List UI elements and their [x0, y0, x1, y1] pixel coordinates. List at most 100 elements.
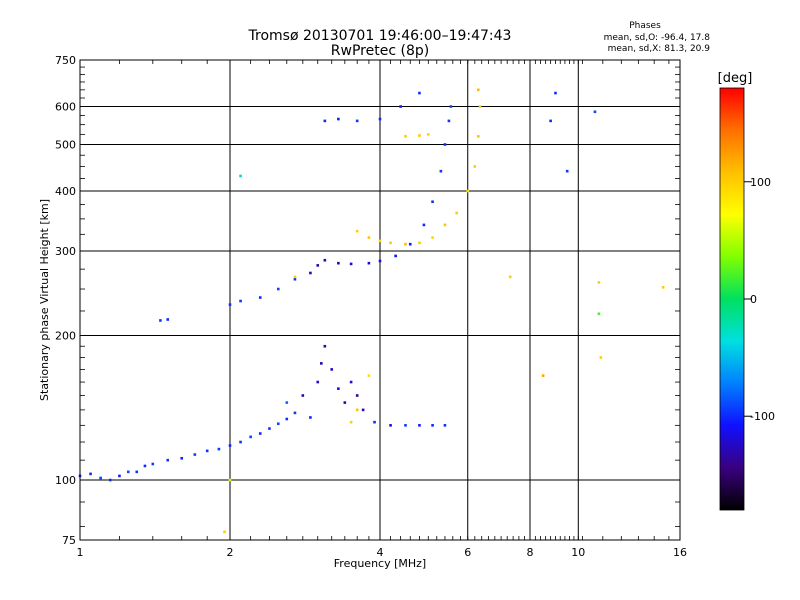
x-tick-label: 6: [464, 546, 471, 559]
data-point: [276, 287, 280, 291]
data-point: [118, 474, 121, 478]
data-point: [159, 319, 162, 322]
data-point: [443, 143, 447, 146]
data-point: [389, 241, 392, 245]
colorbar-tick-label: 100: [750, 176, 771, 189]
data-point: [378, 239, 382, 243]
data-point: [549, 119, 552, 123]
data-point: [228, 303, 232, 306]
data-point: [349, 262, 353, 266]
data-point: [661, 286, 665, 289]
data-point: [455, 211, 458, 215]
y-tick-label: 75: [62, 534, 76, 547]
data-point: [323, 119, 327, 123]
x-axis: 1 2 4 6 8 10 16: [77, 60, 687, 559]
data-point: [408, 242, 412, 246]
chart-subtitle: RwPretec (8p): [331, 43, 429, 59]
x-tick-label: 4: [377, 546, 384, 559]
data-point: [399, 105, 402, 108]
data-point: [439, 169, 443, 173]
data-point: [367, 261, 371, 265]
data-point: [320, 362, 323, 365]
x-tick-label: 2: [227, 546, 234, 559]
data-point: [285, 401, 289, 404]
data-point: [389, 424, 392, 427]
data-point: [89, 472, 92, 476]
data-point: [151, 462, 155, 466]
data-point: [418, 241, 421, 245]
y-tick-label: 750: [55, 54, 76, 67]
data-point: [541, 374, 545, 377]
data-point: [330, 368, 334, 371]
data-point: [223, 530, 226, 534]
data-point: [426, 133, 430, 136]
colorbar: [719, 87, 745, 511]
x-tick-label: 10: [571, 546, 585, 559]
data-point: [228, 444, 232, 447]
data-point: [108, 478, 112, 482]
stats-title: Phases: [629, 21, 661, 31]
data-point: [323, 258, 327, 262]
data-point: [180, 456, 184, 460]
data-point: [404, 242, 407, 246]
data-point: [447, 119, 451, 123]
data-point: [309, 271, 312, 275]
data-point: [554, 91, 557, 95]
data-point: [293, 277, 297, 281]
data-point: [597, 281, 601, 284]
y-tick-label: 400: [55, 185, 76, 198]
data-point: [309, 416, 312, 419]
data-point: [166, 318, 170, 321]
x-tick-label: 16: [673, 546, 687, 559]
data-point: [126, 470, 130, 474]
data-point: [355, 229, 359, 233]
data-point: [418, 134, 421, 137]
y-tick-label: 100: [55, 474, 76, 487]
data-point: [337, 387, 340, 390]
data-point: [316, 380, 320, 384]
data-point: [239, 299, 242, 303]
x-tick-label: 1: [77, 546, 84, 559]
x-tick-label: 8: [527, 546, 534, 559]
data-point: [228, 478, 232, 482]
data-point: [466, 189, 470, 193]
data-point: [337, 117, 340, 121]
grid: [80, 60, 680, 540]
colorbar-label: [deg]: [718, 71, 753, 86]
y-axis-label: Stationary phase Virtual Height [km]: [38, 199, 51, 401]
data-point: [355, 408, 359, 412]
y-tick-label: 300: [55, 245, 76, 258]
data-point: [599, 356, 603, 359]
data-point: [431, 200, 434, 204]
data-point: [597, 312, 601, 316]
data-point: [431, 424, 434, 427]
data-point: [355, 119, 359, 123]
data-point: [473, 165, 477, 168]
data-point: [258, 296, 262, 299]
data-point: [349, 380, 353, 384]
data-point: [418, 424, 421, 427]
colorbar-ticks: 100 0 -100: [744, 176, 775, 423]
data-point: [143, 464, 147, 468]
colorbar-tick-label: -100: [750, 410, 775, 423]
data-point: [404, 424, 407, 427]
data-point: [343, 401, 347, 404]
chart-title: Tromsø 20130701 19:46:00–19:47:43: [248, 28, 512, 44]
data-point: [135, 470, 139, 474]
stats-o: mean, sd,O: -96.4, 17.8: [604, 33, 711, 43]
data-point: [316, 264, 320, 267]
data-point: [378, 117, 382, 121]
data-point: [378, 259, 382, 263]
y-tick-label: 500: [55, 139, 76, 152]
data-point: [443, 223, 447, 227]
data-point: [276, 422, 280, 426]
data-point: [239, 174, 242, 178]
data-point: [323, 344, 327, 348]
data-point: [478, 105, 482, 108]
data-point: [394, 254, 397, 258]
colorbar-tick-label: 0: [750, 293, 757, 306]
data-point: [193, 453, 197, 456]
data-point: [361, 408, 365, 412]
data-point: [367, 374, 371, 377]
